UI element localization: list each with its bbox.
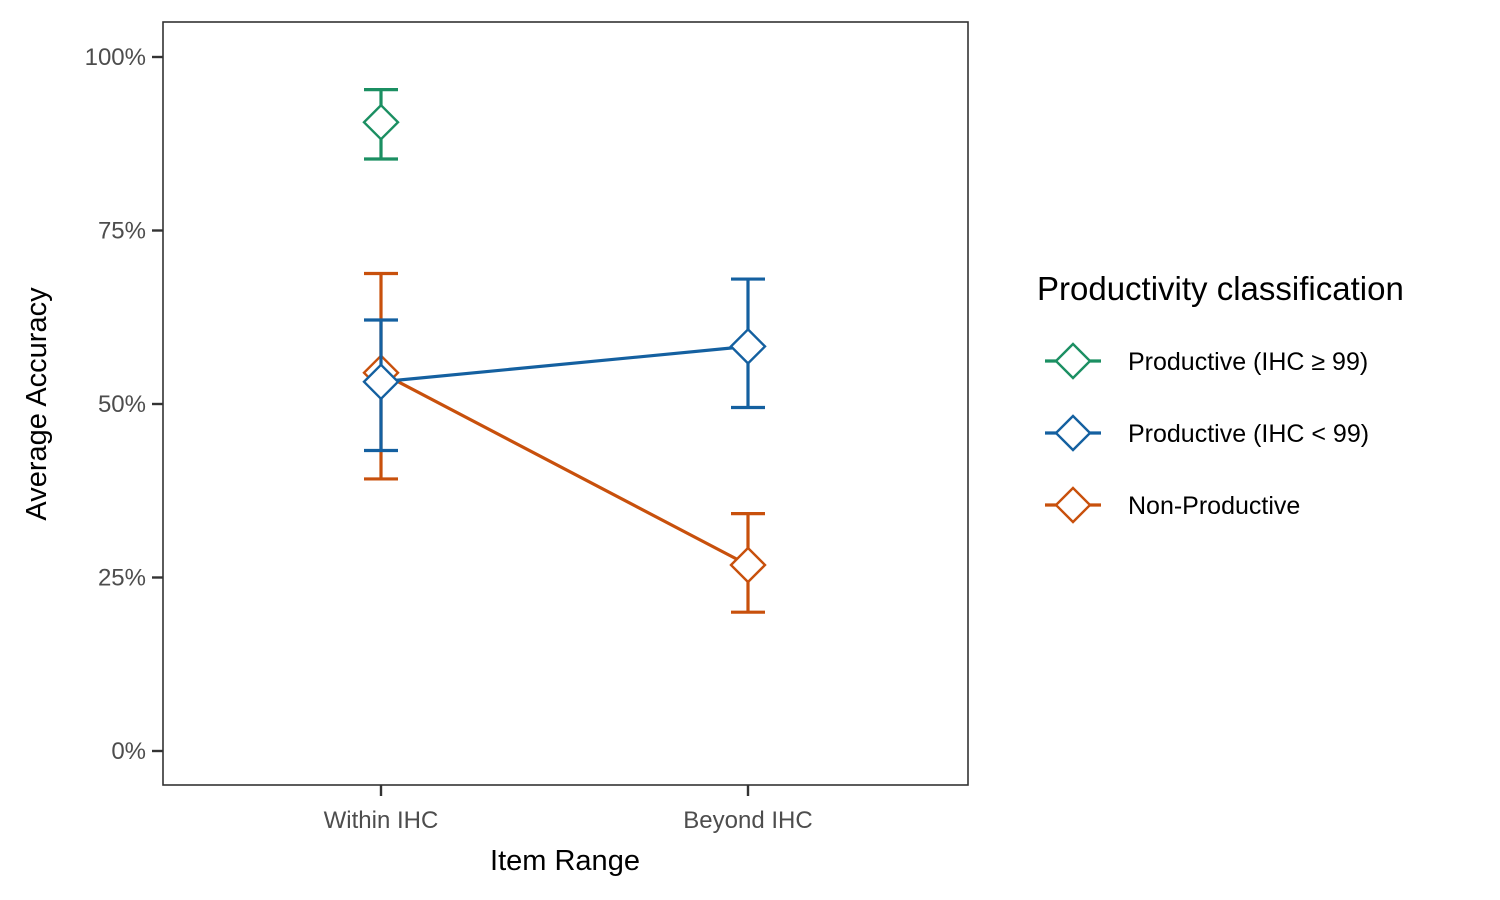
data-point-marker	[362, 103, 400, 141]
data-point-marker	[362, 363, 400, 401]
series-line	[380, 371, 749, 567]
series-layer	[362, 88, 767, 614]
plot-panel	[162, 21, 969, 786]
axes-layer: 0% 25% 50% 75% 100% Within IHC Beyond IHC	[85, 44, 813, 834]
series-line	[380, 344, 749, 384]
y-tick-label: 75%	[98, 218, 146, 245]
legend-key	[1045, 414, 1101, 452]
y-tick-label: 25%	[98, 565, 146, 592]
x-tick-label: Beyond IHC	[683, 807, 812, 834]
series-group	[362, 277, 767, 453]
legend-label: Productive (IHC ≥ 99)	[1128, 348, 1368, 376]
y-tick-label: 0%	[111, 738, 146, 765]
series-group	[362, 88, 400, 161]
legend-key-marker	[1054, 342, 1092, 380]
legend-title: Productivity classification	[1037, 270, 1404, 307]
x-axis-title: Item Range	[490, 845, 640, 877]
y-axis-title: Average Accuracy	[21, 287, 53, 521]
legend-label: Productive (IHC < 99)	[1128, 420, 1369, 448]
data-point-marker	[729, 546, 767, 584]
legend-key-marker	[1054, 414, 1092, 452]
y-tick-label: 100%	[85, 44, 146, 71]
legend-key-marker	[1054, 486, 1092, 524]
y-tick-label: 50%	[98, 391, 146, 418]
legend: Productivity classification Productive (…	[1037, 270, 1404, 524]
legend-label: Non-Productive	[1128, 492, 1300, 520]
legend-key	[1045, 486, 1101, 524]
legend-key	[1045, 342, 1101, 380]
x-tick-label: Within IHC	[324, 807, 439, 834]
data-point-marker	[729, 327, 767, 366]
